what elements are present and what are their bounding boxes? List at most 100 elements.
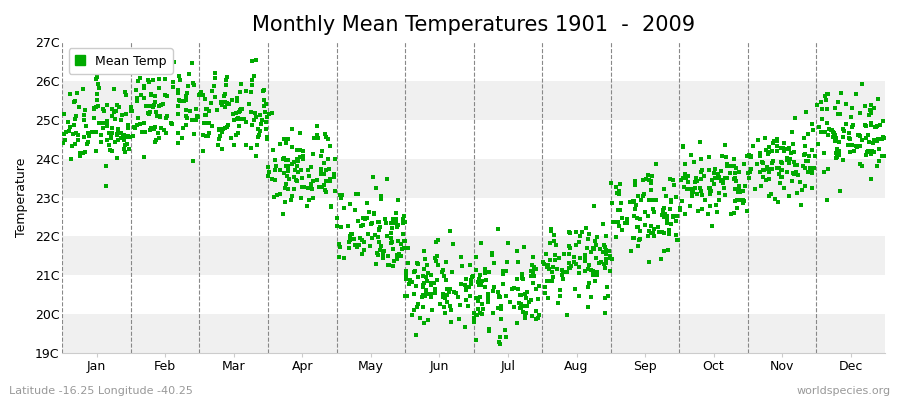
- Point: [76, 117, 91, 123]
- Point: [478, 266, 492, 272]
- Point: [245, 58, 259, 64]
- Point: [417, 248, 431, 254]
- Point: [606, 219, 620, 226]
- Point: [567, 254, 581, 260]
- Point: [89, 74, 104, 80]
- Point: [485, 288, 500, 294]
- Point: [626, 234, 640, 241]
- Point: [514, 304, 528, 311]
- Point: [92, 85, 106, 91]
- Point: [684, 152, 698, 158]
- Point: [616, 226, 630, 233]
- Point: [252, 132, 266, 138]
- Point: [175, 135, 189, 142]
- Point: [712, 190, 726, 196]
- Point: [578, 268, 592, 274]
- Point: [732, 196, 746, 203]
- Point: [360, 215, 374, 222]
- Point: [631, 224, 645, 230]
- Point: [152, 76, 166, 82]
- Point: [290, 147, 304, 153]
- Point: [768, 196, 782, 202]
- Point: [587, 203, 601, 210]
- Point: [278, 185, 293, 191]
- Point: [628, 201, 643, 208]
- Point: [251, 134, 266, 141]
- Point: [384, 235, 399, 241]
- Point: [524, 268, 538, 274]
- Point: [810, 102, 824, 108]
- Point: [173, 98, 187, 104]
- Point: [764, 160, 778, 166]
- Point: [779, 146, 794, 152]
- Point: [318, 187, 332, 194]
- Point: [820, 106, 834, 112]
- Point: [212, 133, 227, 139]
- Point: [551, 300, 565, 307]
- Point: [384, 239, 399, 246]
- Point: [864, 110, 878, 116]
- Point: [170, 103, 184, 109]
- Point: [472, 272, 487, 278]
- Point: [579, 225, 593, 232]
- Point: [644, 187, 658, 194]
- Point: [365, 174, 380, 180]
- Point: [418, 288, 433, 294]
- Point: [90, 91, 104, 97]
- Point: [122, 122, 136, 129]
- Point: [77, 106, 92, 113]
- Point: [348, 191, 363, 197]
- Point: [779, 169, 794, 175]
- Point: [152, 84, 166, 91]
- Point: [243, 109, 257, 115]
- Point: [193, 91, 207, 98]
- Point: [86, 115, 101, 122]
- Point: [731, 189, 745, 196]
- Point: [835, 126, 850, 132]
- Point: [331, 241, 346, 247]
- Point: [390, 256, 404, 262]
- Point: [398, 293, 412, 299]
- Point: [342, 238, 356, 245]
- Point: [184, 116, 199, 123]
- Point: [686, 188, 700, 195]
- Point: [867, 105, 881, 112]
- Point: [830, 154, 844, 160]
- Point: [310, 135, 325, 142]
- Point: [428, 290, 443, 296]
- Point: [711, 174, 725, 180]
- Point: [805, 167, 819, 174]
- Point: [751, 136, 765, 143]
- Point: [379, 220, 393, 226]
- Point: [371, 252, 385, 258]
- Point: [686, 187, 700, 194]
- Point: [868, 123, 882, 130]
- Point: [590, 272, 605, 278]
- Point: [436, 273, 451, 280]
- Point: [878, 152, 892, 159]
- Point: [538, 290, 553, 296]
- Point: [314, 169, 328, 176]
- Point: [319, 134, 333, 140]
- Point: [76, 86, 90, 92]
- Point: [770, 165, 784, 172]
- Point: [305, 194, 320, 201]
- Point: [382, 262, 397, 268]
- Point: [277, 170, 292, 176]
- Point: [491, 289, 505, 296]
- Point: [660, 220, 674, 226]
- Point: [190, 113, 204, 120]
- Point: [474, 310, 489, 317]
- Point: [603, 252, 617, 259]
- Point: [723, 170, 737, 176]
- Point: [801, 131, 815, 137]
- Point: [775, 174, 789, 180]
- Point: [465, 274, 480, 280]
- Point: [64, 156, 78, 162]
- Point: [797, 182, 812, 189]
- Bar: [62, 81, 885, 120]
- Point: [269, 163, 284, 170]
- Point: [386, 263, 400, 270]
- Point: [130, 114, 145, 121]
- Point: [822, 126, 836, 132]
